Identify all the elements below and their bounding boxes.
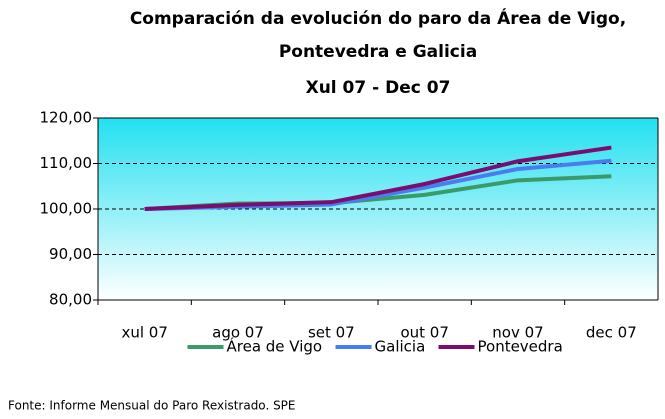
legend-label: Área de Vigo xyxy=(227,337,323,356)
series-line xyxy=(144,145,612,211)
chart-subtitle: Xul 07 - Dec 07 xyxy=(306,78,451,98)
x-tick-label: set 07 xyxy=(308,324,355,342)
x-tick-label: dec 07 xyxy=(586,324,637,342)
x-tick-label: xul 07 xyxy=(121,324,167,342)
y-tick-label: 90,00 xyxy=(49,245,92,263)
x-tick-label: out 07 xyxy=(400,324,448,342)
y-tick-label: 80,00 xyxy=(49,291,92,309)
y-tick-label: 110,00 xyxy=(40,154,93,172)
x-tick-label: ago 07 xyxy=(212,324,264,342)
chart-title: Comparación da evolución do paro da Área… xyxy=(130,7,626,29)
y-tick-label: 100,00 xyxy=(40,200,93,218)
chart-title: Pontevedra e Galicia xyxy=(279,42,477,62)
x-tick-label: nov 07 xyxy=(492,324,543,342)
y-tick-label: 120,00 xyxy=(40,109,93,127)
source-note: Fonte: Informe Mensual do Paro Rexistrad… xyxy=(8,399,296,413)
legend-label: Pontevedra xyxy=(478,338,563,356)
legend-label: Galicia xyxy=(375,338,426,356)
